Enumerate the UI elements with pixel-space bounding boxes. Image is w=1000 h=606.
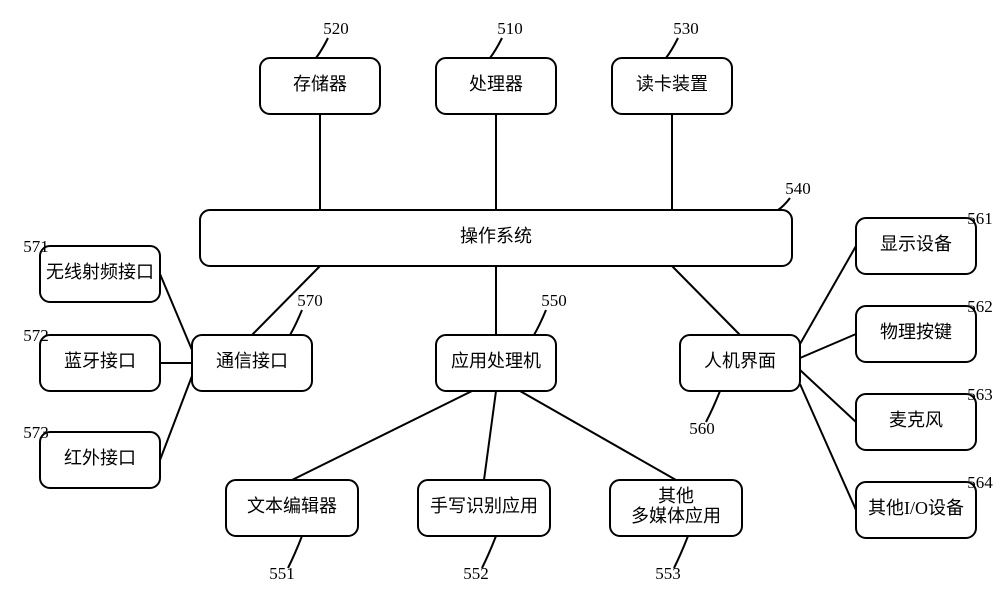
diagram-canvas: 存储器 处理器 读卡装置操作系统通信接口 应用处理机 人机界面 无线射频接口蓝牙接口红外接… (0, 0, 1000, 606)
node-label-comm: 通信接口 (216, 351, 288, 371)
edge-comm-rf (160, 274, 192, 350)
node-ref-physkey: 562 (967, 297, 993, 316)
edge-hmi-display (800, 246, 856, 344)
node-ref-storage: 520 (323, 19, 349, 38)
node-ref-rf: 571 (23, 237, 49, 256)
node-label-rf: 无线射频接口 (46, 262, 154, 282)
edge-appproc-handwrite (484, 391, 496, 480)
node-label-storage: 存储器 (293, 74, 347, 94)
edge-hmi-otherio (800, 384, 856, 510)
ref-leader-processor (490, 38, 502, 58)
ref-leader-hmi (706, 391, 720, 422)
node-label-othermm-line1: 其他 (658, 486, 694, 506)
node-label-physkey: 物理按键 (880, 322, 952, 342)
node-label-bt: 蓝牙接口 (64, 351, 136, 371)
node-ref-hmi: 560 (689, 419, 715, 438)
node-label-handwrite: 手写识别应用 (430, 496, 538, 516)
ref-leader-storage (316, 38, 328, 58)
node-ref-bt: 572 (23, 326, 49, 345)
node-ref-textedit: 551 (269, 564, 295, 583)
edge-hmi-mic (800, 370, 856, 422)
node-label-ir: 红外接口 (64, 448, 136, 468)
node-ref-mic: 563 (967, 385, 993, 404)
edge-appproc-othermm (520, 391, 676, 480)
edge-comm-ir (160, 376, 192, 460)
node-label-os: 操作系统 (460, 226, 532, 246)
node-label-display: 显示设备 (880, 234, 952, 254)
node-label-cardreader: 读卡装置 (636, 74, 708, 94)
node-ref-os: 540 (785, 179, 811, 198)
edge-os-hmi (672, 266, 740, 335)
node-ref-otherio: 564 (967, 473, 993, 492)
node-label-textedit: 文本编辑器 (247, 496, 337, 516)
node-ref-display: 561 (967, 209, 993, 228)
node-label-hmi: 人机界面 (704, 351, 776, 371)
node-ref-cardreader: 530 (673, 19, 699, 38)
node-ref-ir: 573 (23, 423, 49, 442)
node-label-mic: 麦克风 (889, 410, 943, 430)
node-ref-othermm: 553 (655, 564, 681, 583)
node-ref-comm: 570 (297, 291, 323, 310)
ref-leader-comm (290, 310, 302, 335)
node-label-othermm-line2: 多媒体应用 (631, 506, 721, 526)
node-label-otherio: 其他I/O设备 (868, 498, 964, 518)
node-ref-appproc: 550 (541, 291, 567, 310)
edge-hmi-physkey (800, 334, 856, 358)
node-label-appproc: 应用处理机 (451, 351, 541, 371)
node-label-processor: 处理器 (469, 74, 523, 94)
node-ref-processor: 510 (497, 19, 523, 38)
ref-leader-cardreader (666, 38, 678, 58)
edge-appproc-textedit (292, 391, 472, 480)
ref-leader-appproc (534, 310, 546, 335)
node-ref-handwrite: 552 (463, 564, 489, 583)
ref-leader-os (778, 198, 790, 210)
